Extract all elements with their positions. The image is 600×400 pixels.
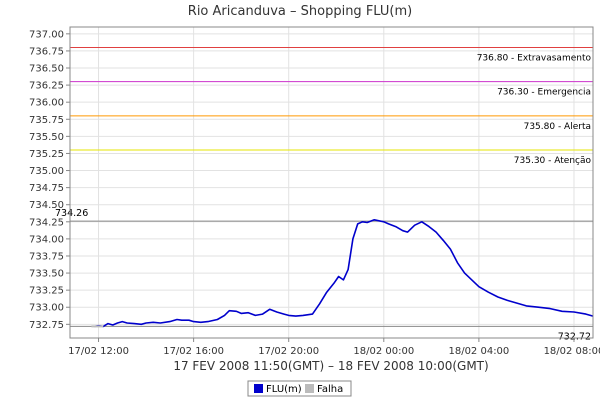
reference-line-label: 732.72 <box>558 331 591 342</box>
series-layer <box>91 219 594 328</box>
x-axis: 17/02 12:00 17/02 16:00 17/02 20:00 18/02 0… <box>68 338 600 357</box>
y-tick-label: 737.00 <box>29 29 64 40</box>
y-tick-label: 735.75 <box>29 115 64 126</box>
legend-swatch-flu <box>254 384 263 393</box>
x-tick-label: 17/02 16:00 <box>163 346 224 357</box>
y-tick-label: 732.75 <box>29 320 64 331</box>
x-tick-label: 18/02 00:00 <box>353 346 414 357</box>
y-tick-label: 734.50 <box>29 200 64 211</box>
legend-box <box>247 380 352 397</box>
y-tick-label: 734.00 <box>29 234 64 245</box>
y-tick-label: 735.50 <box>29 132 64 143</box>
series-line-flu <box>94 219 594 328</box>
reference-line-label: 736.80 - Extravasamento <box>477 54 592 64</box>
y-tick-label: 735.00 <box>29 166 64 177</box>
reference-line-label: 735.80 - Alerta <box>524 122 591 132</box>
y-tick-label: 736.50 <box>29 64 64 75</box>
grid <box>70 27 593 338</box>
x-tick-label: 18/02 08:00 <box>544 346 600 357</box>
legend-label-falha: Falha <box>317 384 343 395</box>
reference-lines: 736.80 - Extravasamento 736.30 - Emergenc… <box>55 47 593 342</box>
chart-title: Rio Aricanduva – Shopping FLU(m) <box>188 4 412 19</box>
y-tick-label: 734.75 <box>29 183 64 194</box>
y-tick-label: 734.25 <box>29 217 64 228</box>
plot-border <box>69 26 594 339</box>
y-axis: 732.75 733.00 733.25 733.50 733.75 734.00 734.… <box>29 29 70 331</box>
y-tick-label: 736.00 <box>29 98 64 109</box>
legend: FLU(m) Falha <box>247 380 352 397</box>
reference-line-label: 734.26 <box>55 208 88 219</box>
y-tick-label: 733.75 <box>29 251 64 262</box>
y-tick-label: 736.75 <box>29 46 64 57</box>
y-tick-label: 733.00 <box>29 303 64 314</box>
reference-line-label: 735.30 - Atenção <box>514 156 592 166</box>
y-tick-label: 733.25 <box>29 286 64 297</box>
x-tick-label: 18/02 04:00 <box>448 346 509 357</box>
x-tick-label: 17/02 20:00 <box>258 346 319 357</box>
x-tick-label: 17/02 12:00 <box>68 346 129 357</box>
legend-label-flu: FLU(m) <box>266 384 302 395</box>
legend-swatch-falha <box>305 384 314 393</box>
y-tick-label: 735.25 <box>29 149 64 160</box>
x-axis-label: 17 FEV 2008 11:50(GMT) – 18 FEV 2008 10:… <box>173 359 488 373</box>
y-tick-label: 736.25 <box>29 81 64 92</box>
reference-line-label: 736.30 - Emergencia <box>497 88 591 98</box>
y-tick-label: 733.50 <box>29 269 64 280</box>
